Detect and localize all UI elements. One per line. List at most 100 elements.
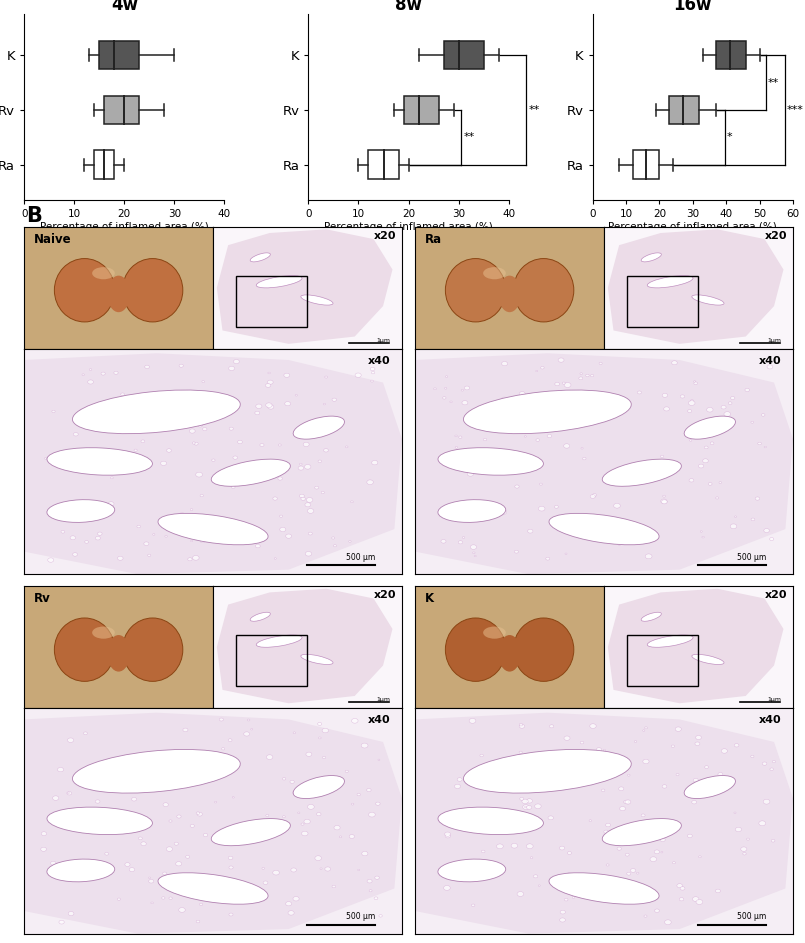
Ellipse shape	[677, 884, 683, 887]
Ellipse shape	[619, 786, 624, 790]
Ellipse shape	[480, 754, 483, 756]
Ellipse shape	[255, 544, 260, 548]
Ellipse shape	[519, 391, 525, 396]
Ellipse shape	[759, 820, 766, 826]
Ellipse shape	[721, 405, 726, 409]
Ellipse shape	[369, 889, 372, 892]
Ellipse shape	[565, 553, 567, 554]
Ellipse shape	[694, 382, 697, 385]
Ellipse shape	[519, 724, 525, 728]
Ellipse shape	[477, 456, 481, 459]
Ellipse shape	[734, 812, 736, 814]
Ellipse shape	[564, 899, 568, 901]
Ellipse shape	[229, 427, 233, 430]
Ellipse shape	[227, 898, 231, 901]
Ellipse shape	[606, 864, 609, 866]
Ellipse shape	[694, 381, 696, 382]
Ellipse shape	[167, 847, 172, 852]
Ellipse shape	[634, 740, 637, 742]
Ellipse shape	[211, 459, 291, 487]
Ellipse shape	[607, 878, 612, 881]
Ellipse shape	[580, 741, 584, 744]
Ellipse shape	[605, 769, 610, 771]
Ellipse shape	[641, 612, 662, 621]
Ellipse shape	[321, 491, 324, 493]
Ellipse shape	[724, 412, 731, 417]
Ellipse shape	[351, 501, 353, 503]
Ellipse shape	[564, 444, 570, 448]
Ellipse shape	[617, 847, 621, 851]
Ellipse shape	[751, 755, 754, 757]
Ellipse shape	[254, 539, 258, 542]
Ellipse shape	[295, 394, 297, 396]
Ellipse shape	[361, 852, 368, 856]
Ellipse shape	[593, 534, 597, 537]
Ellipse shape	[708, 483, 712, 486]
Ellipse shape	[192, 442, 196, 444]
Ellipse shape	[280, 527, 286, 532]
Ellipse shape	[204, 888, 209, 892]
Ellipse shape	[589, 819, 592, 821]
Ellipse shape	[438, 807, 543, 835]
Ellipse shape	[177, 815, 181, 819]
Ellipse shape	[219, 718, 223, 721]
Ellipse shape	[661, 499, 667, 504]
Ellipse shape	[514, 485, 519, 488]
Ellipse shape	[306, 753, 312, 756]
Ellipse shape	[244, 732, 250, 736]
Ellipse shape	[72, 750, 240, 793]
Ellipse shape	[247, 720, 250, 721]
Bar	[403, 95, 439, 124]
Ellipse shape	[585, 774, 591, 778]
Ellipse shape	[647, 635, 693, 647]
Ellipse shape	[566, 419, 568, 421]
Ellipse shape	[56, 456, 60, 458]
Ellipse shape	[498, 275, 521, 312]
Ellipse shape	[299, 494, 304, 498]
Ellipse shape	[481, 851, 485, 852]
Ellipse shape	[298, 812, 300, 814]
Ellipse shape	[167, 449, 171, 453]
Ellipse shape	[519, 752, 522, 753]
Ellipse shape	[755, 497, 760, 500]
Ellipse shape	[301, 497, 305, 501]
Ellipse shape	[456, 450, 460, 452]
Ellipse shape	[693, 778, 698, 782]
Ellipse shape	[101, 372, 105, 375]
Ellipse shape	[92, 267, 115, 279]
Ellipse shape	[263, 881, 268, 885]
Ellipse shape	[283, 778, 286, 780]
Ellipse shape	[68, 912, 74, 916]
Ellipse shape	[84, 732, 88, 735]
Text: **: **	[529, 105, 540, 115]
Text: 500 μm: 500 μm	[346, 553, 375, 562]
Ellipse shape	[44, 457, 47, 459]
Ellipse shape	[500, 510, 506, 515]
Ellipse shape	[332, 537, 335, 539]
Ellipse shape	[47, 807, 152, 835]
Text: x20: x20	[765, 590, 787, 600]
Ellipse shape	[687, 409, 691, 412]
Ellipse shape	[511, 843, 518, 848]
Ellipse shape	[719, 482, 721, 484]
Ellipse shape	[293, 732, 295, 734]
Ellipse shape	[47, 859, 115, 882]
Ellipse shape	[95, 537, 101, 540]
Ellipse shape	[450, 401, 452, 403]
Ellipse shape	[555, 505, 559, 508]
Ellipse shape	[603, 750, 605, 751]
PathPatch shape	[24, 354, 402, 574]
Ellipse shape	[217, 885, 221, 887]
Ellipse shape	[97, 532, 102, 536]
PathPatch shape	[415, 713, 793, 934]
Ellipse shape	[114, 372, 118, 374]
Ellipse shape	[663, 785, 667, 788]
Ellipse shape	[564, 736, 570, 740]
Ellipse shape	[521, 465, 523, 467]
Ellipse shape	[290, 780, 295, 784]
Text: 500 μm: 500 μm	[737, 912, 766, 921]
Ellipse shape	[644, 915, 647, 918]
Ellipse shape	[472, 904, 475, 906]
Text: Naive: Naive	[34, 233, 71, 246]
Text: 500 μm: 500 μm	[737, 553, 766, 562]
